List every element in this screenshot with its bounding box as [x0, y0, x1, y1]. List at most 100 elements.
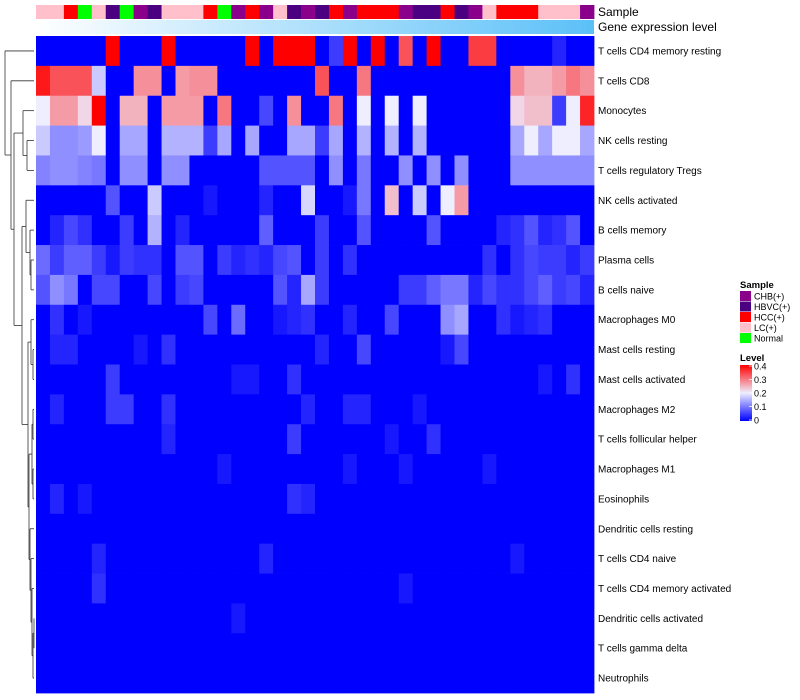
- heatmap-cell: [580, 155, 595, 186]
- heatmap-cell: [384, 663, 400, 694]
- heatmap-cell: [105, 36, 121, 67]
- heatmap-cell: [77, 304, 93, 336]
- heatmap-cell: [245, 334, 260, 365]
- heatmap-cell: [496, 185, 511, 216]
- heatmap-cell: [245, 394, 260, 425]
- heatmap-cell: [440, 483, 455, 515]
- heatmap-cell: [496, 65, 511, 97]
- heatmap-cell: [245, 573, 260, 604]
- heatmap-cell: [231, 125, 246, 156]
- heatmap-cell: [175, 543, 190, 574]
- heatmap-cell: [119, 424, 135, 455]
- heatmap-cell: [301, 155, 316, 186]
- heatmap-cell: [370, 573, 386, 604]
- heatmap-cell: [189, 663, 204, 694]
- heatmap-cell: [328, 454, 344, 485]
- sample-annotation-cell: [566, 5, 581, 19]
- heatmap-cell: [482, 513, 497, 545]
- heatmap-cell: [468, 573, 483, 604]
- heatmap-cell: [287, 36, 302, 67]
- heatmap-cell: [482, 95, 497, 126]
- heatmap-cell: [301, 394, 316, 425]
- heatmap-cell: [217, 65, 232, 97]
- heatmap-cell: [580, 394, 595, 425]
- heatmap-cell: [49, 573, 65, 604]
- heatmap-cell: [119, 304, 135, 336]
- heatmap-cell: [580, 125, 595, 156]
- heatmap-cell: [161, 603, 176, 634]
- heatmap-cell: [91, 633, 107, 664]
- heatmap-cell: [91, 36, 107, 67]
- heatmap-cell: [175, 215, 190, 246]
- heatmap-cell: [482, 185, 497, 216]
- heatmap-cell: [77, 65, 93, 97]
- heatmap-cell: [245, 483, 260, 515]
- heatmap-cell: [482, 364, 497, 395]
- heatmap-cell: [398, 215, 414, 246]
- heatmap-cell: [538, 543, 553, 574]
- heatmap-cell: [105, 513, 121, 545]
- sample-annotation-cell: [454, 5, 469, 19]
- heatmap-cell: [189, 603, 204, 634]
- heatmap-cell: [203, 185, 218, 216]
- heatmap-cell: [77, 36, 93, 67]
- heatmap-cell: [105, 125, 121, 156]
- sample-annotation-cell: [468, 5, 483, 19]
- heatmap-cell: [580, 454, 595, 485]
- heatmap-cell: [454, 513, 469, 545]
- heatmap-cell: [147, 215, 162, 246]
- heatmap-cell: [342, 424, 358, 455]
- heatmap-cell: [342, 155, 358, 186]
- heatmap-cell: [342, 215, 358, 246]
- heatmap-cell: [203, 633, 218, 664]
- heatmap-cell: [147, 155, 162, 186]
- heatmap-cell: [342, 95, 358, 126]
- heatmap-cell: [328, 95, 344, 126]
- heatmap-cell: [301, 125, 316, 156]
- heatmap-cell: [161, 573, 176, 604]
- heatmap-cell: [217, 543, 232, 574]
- heatmap-cell: [133, 304, 148, 336]
- heatmap-cell: [161, 155, 176, 186]
- heatmap-cell: [454, 394, 469, 425]
- heatmap-cell: [175, 633, 190, 664]
- heatmap-cell: [49, 95, 65, 126]
- heatmap-cell: [468, 185, 483, 216]
- heatmap-cell: [356, 155, 372, 186]
- sample-annotation-cell: [524, 5, 539, 19]
- legend-label: LC(+): [754, 323, 777, 333]
- heatmap-cell: [412, 513, 427, 545]
- heatmap-cell: [342, 513, 358, 545]
- heatmap-cell: [259, 185, 274, 216]
- heatmap-cell: [105, 454, 121, 485]
- heatmap-cell: [301, 334, 316, 365]
- heatmap-cell: [91, 65, 107, 97]
- heatmap-cell: [77, 633, 93, 664]
- heatmap-cell: [147, 274, 162, 306]
- heatmap-cell: [217, 394, 232, 425]
- heatmap-cell: [203, 364, 218, 395]
- sample-annotation-cell: [426, 5, 441, 19]
- heatmap-cell: [440, 454, 455, 485]
- heatmap-cell: [552, 394, 567, 425]
- heatmap-cell: [77, 274, 93, 306]
- heatmap-cell: [231, 245, 246, 276]
- heatmap-cell: [63, 36, 79, 67]
- heatmap-cell: [63, 215, 79, 246]
- heatmap-cell: [552, 65, 567, 97]
- heatmap-cell: [496, 543, 511, 574]
- row-label: Macrophages M0: [598, 315, 676, 326]
- row-label: NK cells activated: [598, 196, 677, 207]
- heatmap-cell: [161, 304, 176, 336]
- heatmap-cell: [315, 125, 330, 156]
- heatmap-cell: [440, 513, 455, 545]
- heatmap-cell: [119, 274, 135, 306]
- heatmap-cell: [161, 185, 176, 216]
- heatmap-cell: [552, 573, 567, 604]
- heatmap-cell: [538, 603, 553, 634]
- heatmap-cell: [384, 513, 400, 545]
- heatmap-cell: [482, 215, 497, 246]
- heatmap-cell: [580, 543, 595, 574]
- heatmap-cell: [217, 364, 232, 395]
- heatmap-cell: [552, 454, 567, 485]
